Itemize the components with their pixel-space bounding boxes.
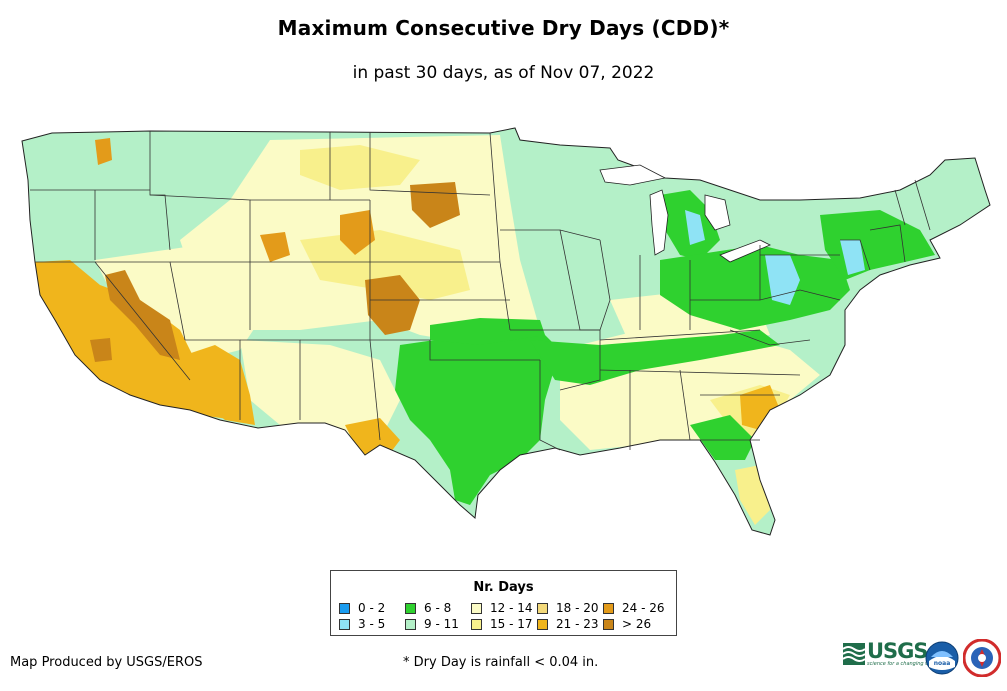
zone-21-23-california [35,260,235,420]
lake-superior [599,164,667,186]
legend-item-24-26: 24 - 26 [603,601,665,615]
noaa-logo: noaa [925,641,959,675]
zone-24-26-wyoming [340,210,375,255]
legend-swatch-21-23 [537,618,548,630]
lake-michigan [649,189,669,256]
legend-label-0-2: 0 - 2 [358,601,386,615]
legend-box: Nr. Days 0 - 2 3 - 5 6 - 8 9 - 11 12 - 1… [330,570,677,636]
zone-21-23-arizona [185,345,255,425]
legend-item-18-20: 18 - 20 [537,601,599,615]
zone-6-8-carolinas-coast [690,415,755,460]
legend-label-12-14: 12 - 14 [490,601,533,615]
state-boundaries [30,131,931,451]
zone-gt26-nevada [105,270,180,360]
legend-swatch-6-8 [405,602,416,614]
legend-item-gt-26: > 26 [603,617,651,631]
zone-gt26-socal [90,338,112,362]
legend-label-9-11: 9 - 11 [424,617,459,631]
zone-6-8-arkansas-tennessee [530,330,780,385]
usgs-wave-icon [843,643,865,665]
legend-label-24-26: 24 - 26 [622,601,665,615]
legend-swatch-3-5 [339,618,350,630]
legend-swatch-9-11 [405,618,416,630]
zone-12-14-southwest [240,340,400,440]
noaa-logo-text: noaa [934,660,951,667]
legend-item-15-17: 15 - 17 [471,617,533,631]
legend-label-18-20: 18 - 20 [556,601,599,615]
legend-swatch-12-14 [471,602,482,614]
legend-item-0-2: 0 - 2 [339,601,385,615]
legend-swatch-15-17 [471,618,482,630]
legend-label-21-23: 21 - 23 [556,617,599,631]
zone-15-17-central [300,230,470,300]
map-subtitle: in past 30 days, as of Nov 07, 2022 [352,63,655,83]
zone-24-26-idaho [260,232,290,262]
legend-label-15-17: 15 - 17 [490,617,533,631]
zone-3-5-lake-michigan-shore [685,210,705,245]
usgs-logo-text: USGS [867,639,929,663]
legend-swatch-gt-26 [603,618,614,630]
zone-6-8-ohio-pennsylvania [660,245,850,330]
legend-item-21-23: 21 - 23 [537,617,599,631]
legend-label-6-8: 6 - 8 [424,601,452,615]
lake-erie [719,239,771,263]
legend-label-3-5: 3 - 5 [358,617,386,631]
legend-item-12-14: 12 - 14 [471,601,533,615]
legend-title: Nr. Days [473,580,534,595]
legend-swatch-18-20 [537,602,548,614]
legend-item-3-5: 3 - 5 [339,617,385,631]
lake-huron [704,194,731,231]
conus-outline [21,127,991,536]
dry-day-footnote: * Dry Day is rainfall < 0.04 in. [403,655,599,670]
map-credit: Map Produced by USGS/EROS [10,655,203,670]
zone-24-26-oregon [95,138,112,165]
legend-swatch-0-2 [339,602,350,614]
legend-swatch-24-26 [603,602,614,614]
nws-logo [963,639,1001,677]
usgs-logo: USGS science for a changing world [843,641,939,667]
zone-3-5-hudson [840,240,865,275]
zone-6-8-texas-oklahoma [395,330,560,505]
usgs-logo-tagline: science for a changing world [867,661,939,667]
legend-item-6-8: 6 - 8 [405,601,451,615]
map-title: Maximum Consecutive Dry Days (CDD)* [277,16,730,40]
legend-item-9-11: 9 - 11 [405,617,459,631]
legend-label-gt-26: > 26 [622,617,652,631]
zone-6-8-kansas-strip [430,318,545,345]
us-cdd-map [21,127,991,536]
zone-gt26-colorado [365,275,420,335]
